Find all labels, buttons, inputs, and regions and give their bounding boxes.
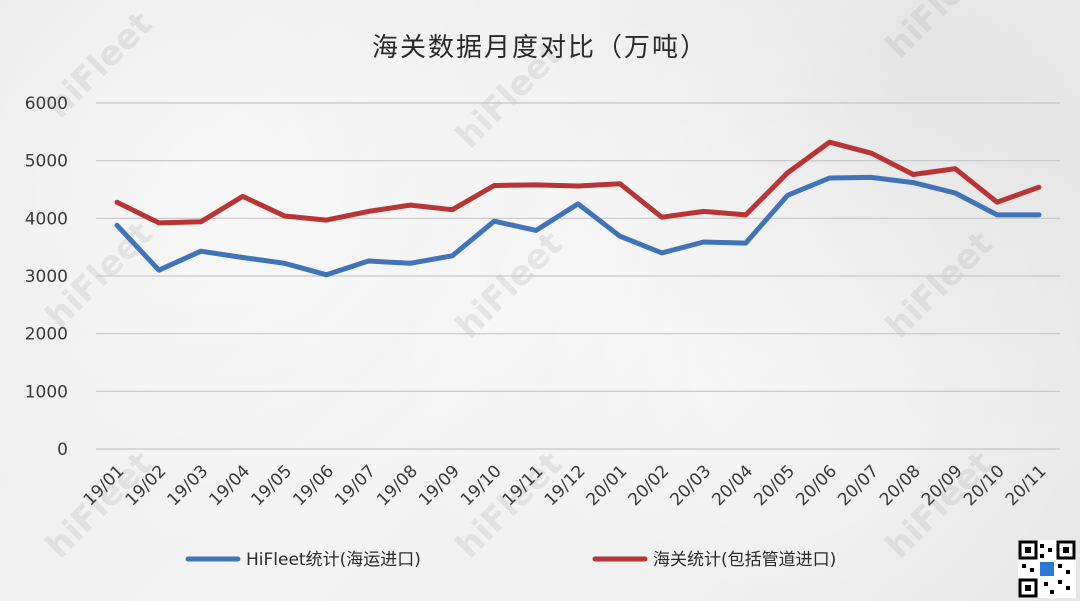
legend-label-1: HiFleet统计(海运进口) <box>246 550 421 570</box>
x-tick-label: 19/09 <box>415 461 464 510</box>
y-tick-label: 6000 <box>25 94 68 114</box>
y-tick-label: 5000 <box>25 152 68 172</box>
x-tick-label: 20/06 <box>792 461 841 510</box>
x-tick-label: 19/06 <box>289 461 338 510</box>
gridlines <box>96 102 1060 450</box>
x-tick-label: 20/03 <box>666 461 715 510</box>
y-tick-label: 3000 <box>25 267 68 287</box>
watermark-text: hiFleet <box>878 224 1000 346</box>
series-line-1 <box>114 174 1042 278</box>
qr-code-icon <box>1018 540 1076 598</box>
x-tick-label: 20/02 <box>625 461 674 510</box>
y-tick-label: 2000 <box>25 325 68 345</box>
watermark-text: hiFleet <box>38 444 160 566</box>
x-tick-label: 19/07 <box>331 461 380 510</box>
chart-title: 海关数据月度对比（万吨） <box>372 33 708 63</box>
y-tick-label: 0 <box>57 440 68 460</box>
legend-label-2: 海关统计(包括管道进口) <box>653 550 836 570</box>
x-tick-label: 20/04 <box>708 461 757 510</box>
watermark-text: hiFleet <box>878 0 1000 66</box>
y-axis-ticks: 0 1000 2000 3000 4000 5000 6000 <box>25 94 68 460</box>
y-tick-label: 1000 <box>25 382 68 402</box>
x-tick-label: 19/05 <box>247 461 296 510</box>
watermark-text: hiFleet <box>878 444 1000 566</box>
x-tick-label: 19/08 <box>373 461 422 510</box>
y-tick-label: 4000 <box>25 209 68 229</box>
x-tick-label: 20/07 <box>834 461 883 510</box>
x-tick-label: 19/03 <box>164 461 213 510</box>
x-tick-label: 20/01 <box>583 461 632 510</box>
x-tick-label: 19/04 <box>205 461 254 510</box>
series-line-2 <box>114 139 1042 226</box>
x-tick-label: 20/05 <box>750 461 799 510</box>
x-tick-label: 20/11 <box>1002 461 1051 510</box>
legend: HiFleet统计(海运进口) 海关统计(包括管道进口) <box>185 550 836 570</box>
series-lines <box>114 139 1042 278</box>
